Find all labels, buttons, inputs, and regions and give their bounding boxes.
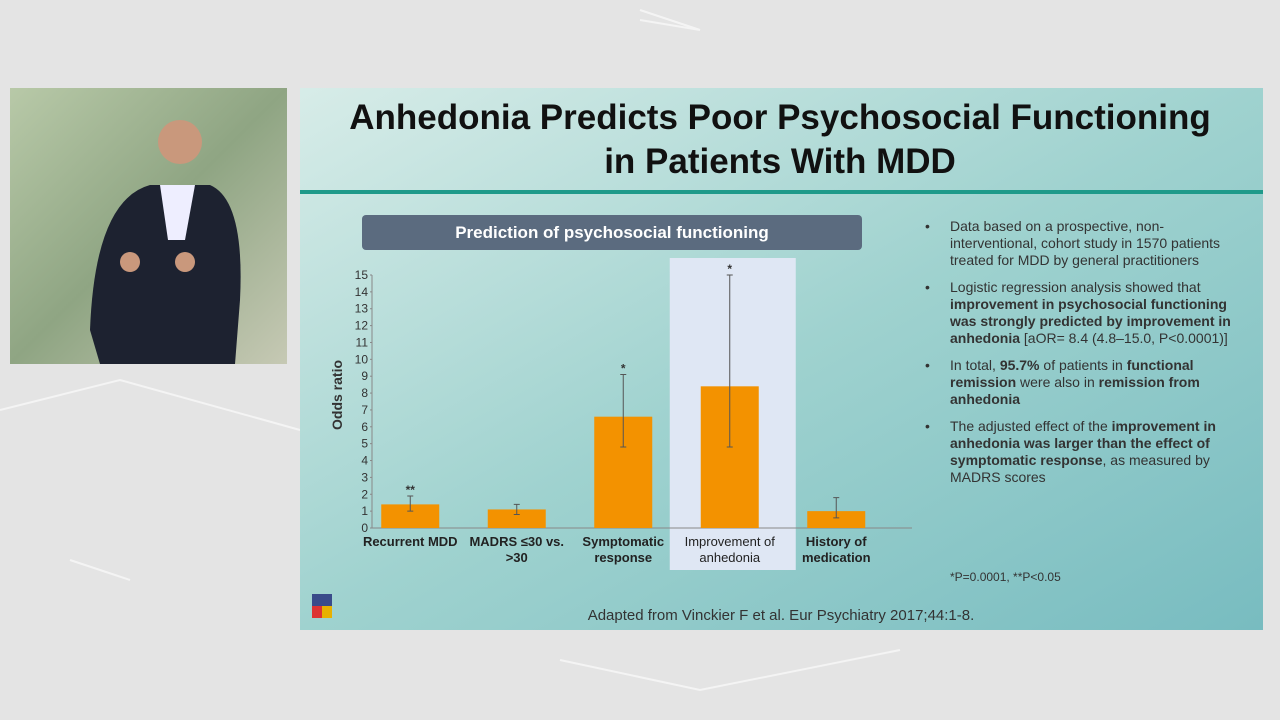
error-bar bbox=[620, 374, 627, 448]
bullet-text: remission from anhedonia bbox=[950, 374, 1200, 407]
logo bbox=[312, 594, 332, 618]
y-tick-label: 15 bbox=[355, 268, 369, 282]
bar bbox=[807, 511, 866, 528]
y-tick-label: 9 bbox=[361, 369, 368, 383]
footnote: *P=0.0001, **P<0.05 bbox=[950, 570, 1061, 584]
x-tick-label: History of medication bbox=[801, 534, 871, 565]
significance: * bbox=[727, 262, 732, 276]
y-tick-label: 2 bbox=[361, 487, 368, 501]
bullet-text: Data based on a prospective, non-interve… bbox=[950, 218, 1221, 268]
bullet: In total, 95.7% of patients in functiona… bbox=[925, 357, 1237, 408]
bullet: Data based on a prospective, non-interve… bbox=[925, 218, 1237, 269]
bullet-text: , as measured by MADRS scores bbox=[950, 452, 1210, 485]
error-bar bbox=[407, 495, 414, 512]
error-bar bbox=[513, 503, 520, 516]
bullet-text: [aOR= 8.4 (4.8–15.0, P<0.0001)] bbox=[1020, 330, 1228, 346]
y-tick-label: 14 bbox=[355, 285, 369, 299]
y-tick-label: 5 bbox=[361, 437, 368, 451]
y-tick-label: 10 bbox=[355, 352, 369, 366]
x-tick-label: Improvement of anhedonia bbox=[684, 534, 775, 565]
speaker bbox=[90, 120, 241, 364]
background-deco bbox=[0, 9, 901, 692]
error-bar bbox=[726, 274, 733, 448]
chart-title: Prediction of psychosocial functioning bbox=[455, 223, 769, 242]
bullet-text: improvement in psychosocial functioning … bbox=[950, 296, 1231, 346]
bar bbox=[487, 509, 546, 528]
significance: ** bbox=[406, 483, 416, 497]
y-tick-label: 1 bbox=[361, 504, 368, 518]
y-tick-label: 8 bbox=[361, 386, 368, 400]
y-tick-label: 0 bbox=[361, 521, 368, 535]
y-tick-label: 13 bbox=[355, 302, 369, 316]
bullet: Logistic regression analysis showed that… bbox=[925, 279, 1237, 347]
bullet-text: Logistic regression analysis showed that bbox=[950, 279, 1201, 295]
y-tick-label: 11 bbox=[356, 335, 369, 349]
y-tick-label: 7 bbox=[361, 403, 368, 417]
y-tick-label: 3 bbox=[361, 470, 368, 484]
x-tick-label: Recurrent MDD bbox=[362, 534, 458, 549]
bar bbox=[381, 504, 440, 528]
x-tick-label: Symptomatic response bbox=[582, 534, 665, 565]
citation: Adapted from Vinckier F et al. Eur Psych… bbox=[587, 607, 975, 624]
bullet-text: 95.7% bbox=[999, 357, 1040, 373]
bullet-text: improvement in anhedonia was larger than… bbox=[950, 418, 1216, 468]
y-axis-label: Odds ratio bbox=[329, 360, 345, 430]
bullet-text: In total, bbox=[950, 357, 1000, 373]
chart-header bbox=[362, 215, 862, 250]
bullet-text: of patients in bbox=[1039, 357, 1127, 373]
bullet-text: were also in bbox=[1016, 374, 1099, 390]
y-tick-label: 6 bbox=[361, 420, 368, 434]
x-tick-label: MADRS ≤30 vs. >30 bbox=[469, 534, 565, 565]
bullet: The adjusted effect of the improvement i… bbox=[925, 418, 1237, 486]
slide-title: Anhedonia Predicts Poor Psychosocial Fun… bbox=[349, 98, 1211, 181]
bullet-text: The adjusted effect of the bbox=[950, 418, 1112, 434]
bullet-text: functional remission bbox=[950, 357, 1194, 390]
y-tick-label: 12 bbox=[355, 319, 369, 333]
error-bar bbox=[833, 497, 840, 519]
significance: * bbox=[621, 362, 626, 376]
title-rule bbox=[300, 190, 1263, 194]
y-tick-label: 4 bbox=[361, 454, 368, 468]
bullet-list: Data based on a prospective, non-interve… bbox=[925, 218, 1237, 496]
